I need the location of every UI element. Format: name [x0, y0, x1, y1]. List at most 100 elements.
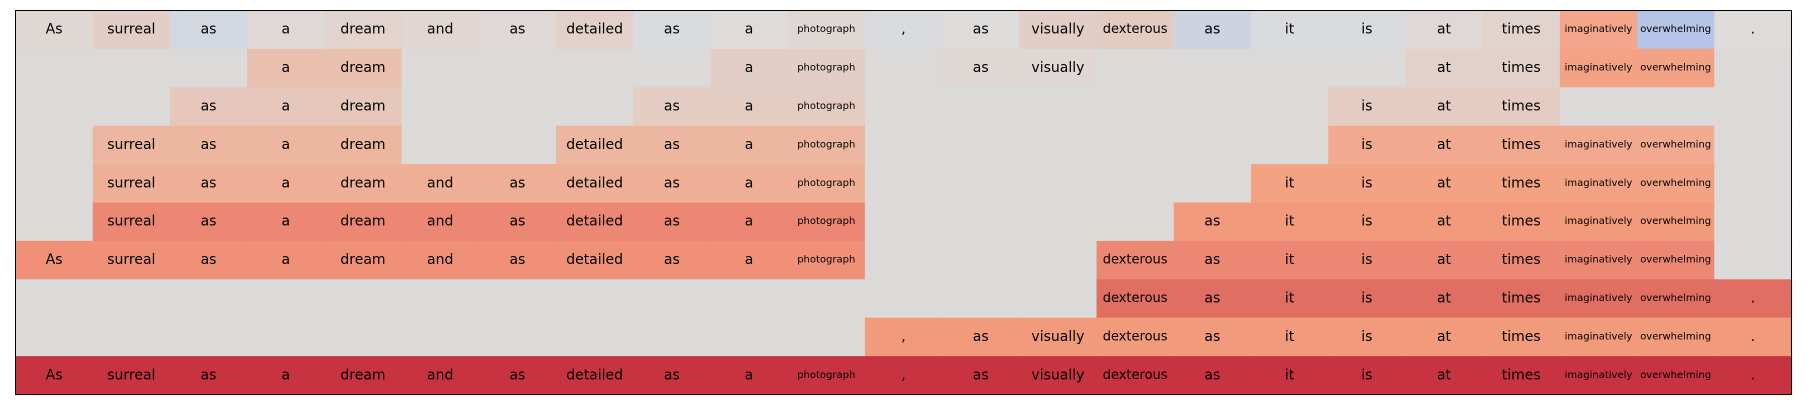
heatmap-cell	[15, 356, 94, 396]
cell-token-label: visually	[1031, 329, 1084, 345]
heatmap-cell	[1019, 356, 1098, 396]
heatmap-cell	[787, 202, 866, 242]
heatmap-cell	[1405, 356, 1484, 396]
cell-token-label: it	[1285, 291, 1295, 307]
cell-token-label: imaginatively	[1565, 139, 1633, 150]
cell-token-label: imaginatively	[1565, 24, 1633, 35]
cell-token-label: as	[1204, 329, 1220, 345]
heatmap-cell	[1019, 317, 1098, 357]
heatmap-cell	[247, 10, 325, 50]
heatmap-cell	[633, 240, 712, 280]
cell-token-label: a	[281, 175, 290, 191]
cell-token-label: As	[46, 22, 63, 38]
heatmap-empty-cell	[1019, 87, 1098, 127]
cell-token-label: surreal	[107, 137, 155, 153]
heatmap-cell	[787, 87, 866, 127]
heatmap-empty-cell	[1250, 87, 1329, 127]
heatmap-empty-cell	[92, 279, 171, 319]
heatmap-empty-cell	[864, 87, 943, 127]
heatmap-cell	[1637, 10, 1715, 50]
heatmap-cells	[15, 10, 1793, 396]
cell-token-label: dexterous	[1103, 368, 1168, 383]
cell-token-label: dexterous	[1103, 253, 1168, 268]
cell-token-label: as	[1204, 291, 1220, 307]
heatmap-cell	[1096, 279, 1175, 319]
heatmap-cell	[247, 87, 325, 127]
heatmap-cell	[864, 356, 943, 396]
cell-token-label: surreal	[107, 367, 155, 383]
cell-token-label: dream	[340, 137, 385, 153]
heatmap-cell	[1328, 240, 1407, 280]
cell-token-label: at	[1437, 137, 1452, 153]
heatmap-cell	[1482, 240, 1561, 280]
cell-token-label: a	[745, 137, 754, 153]
heatmap-cell	[556, 164, 634, 204]
heatmap-cell	[787, 164, 866, 204]
heatmap-cell	[1559, 202, 1638, 242]
heatmap-empty-cell	[169, 317, 248, 357]
heatmap-cell	[1405, 317, 1484, 357]
heatmap-cell	[1328, 10, 1407, 50]
cell-token-label: surreal	[107, 22, 155, 38]
cell-token-label: ,	[901, 367, 905, 383]
heatmap-cell	[1559, 10, 1638, 50]
cell-token-label: dexterous	[1103, 291, 1168, 306]
cell-token-label: times	[1502, 367, 1541, 383]
heatmap-empty-cell	[1019, 125, 1098, 165]
heatmap-empty-cell	[247, 317, 325, 357]
heatmap-cell	[1482, 279, 1561, 319]
cell-token-label: imaginatively	[1565, 255, 1633, 266]
heatmap-cell	[401, 164, 480, 204]
heatmap-empty-cell	[92, 48, 171, 88]
heatmap-empty-cell	[15, 87, 94, 127]
heatmap-cell	[1482, 87, 1561, 127]
cell-token-label: overwhelming	[1640, 139, 1711, 150]
heatmap-cell	[247, 240, 325, 280]
cell-token-label: dream	[340, 175, 385, 191]
cell-token-label: a	[281, 99, 290, 115]
heatmap-cell	[15, 240, 94, 280]
cell-token-label: as	[973, 22, 989, 38]
heatmap-empty-cell	[1096, 87, 1175, 127]
heatmap-empty-cell	[1173, 125, 1252, 165]
heatmap-cell	[92, 125, 171, 165]
cell-token-label: is	[1361, 22, 1372, 38]
cell-token-label: and	[427, 175, 453, 191]
heatmap-empty-cell	[401, 317, 480, 357]
heatmap-cell	[1250, 356, 1329, 396]
cell-token-label: photograph	[797, 178, 855, 189]
heatmap-cell	[1096, 356, 1175, 396]
heatmap-cell	[1559, 356, 1638, 396]
cell-token-label: as	[973, 329, 989, 345]
heatmap-cell	[942, 317, 1020, 357]
heatmap-empty-cell	[1637, 87, 1715, 127]
cell-token-label: dream	[340, 99, 385, 115]
heatmap-cell	[1328, 164, 1407, 204]
heatmap-empty-cell	[556, 317, 634, 357]
heatmap-empty-cell	[478, 87, 557, 127]
heatmap-empty-cell	[1714, 240, 1793, 280]
heatmap-empty-cell	[1019, 202, 1098, 242]
cell-token-label: as	[664, 137, 680, 153]
cell-token-label: it	[1285, 22, 1295, 38]
heatmap-cell	[710, 202, 789, 242]
heatmap-cell	[1559, 279, 1638, 319]
cell-token-label: times	[1502, 175, 1541, 191]
cell-token-label: as	[664, 175, 680, 191]
heatmap-empty-cell	[1714, 202, 1793, 242]
heatmap-cell	[1405, 125, 1484, 165]
cell-token-label: as	[664, 367, 680, 383]
heatmap-cell	[324, 164, 403, 204]
heatmap-cell	[247, 202, 325, 242]
heatmap-cell	[1637, 356, 1715, 396]
heatmap-empty-cell	[1250, 125, 1329, 165]
heatmap-cell	[787, 10, 866, 50]
heatmap-cell	[324, 10, 403, 50]
cell-token-label: is	[1361, 329, 1372, 345]
heatmap-empty-cell	[15, 164, 94, 204]
heatmap-cell	[15, 10, 94, 50]
heatmap-cell	[1328, 87, 1407, 127]
cell-token-label: visually	[1031, 367, 1084, 383]
heatmap-cell	[92, 202, 171, 242]
heatmap-empty-cell	[864, 125, 943, 165]
